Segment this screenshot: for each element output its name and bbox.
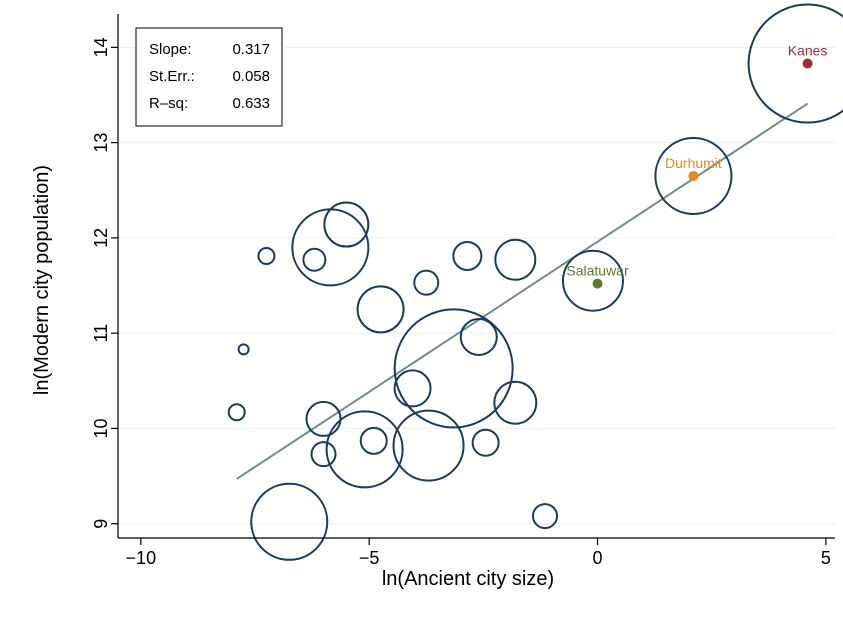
bubble bbox=[493, 380, 538, 425]
bubble bbox=[227, 403, 246, 422]
axes-group: −10 −5 0 5 9 10 11 12 13 14 bbox=[91, 14, 835, 568]
stats-label: Slope: bbox=[149, 41, 192, 58]
labeled-point-label: Salatuwar bbox=[566, 263, 629, 279]
bubble bbox=[237, 343, 250, 356]
y-tick-label: 10 bbox=[91, 418, 111, 438]
x-tick-label: −10 bbox=[126, 548, 157, 568]
stats-label: St.Err.: bbox=[149, 68, 195, 85]
bubble bbox=[323, 201, 370, 248]
bubble bbox=[310, 441, 337, 468]
bubble bbox=[654, 136, 733, 215]
labeled-point-label: Kanes bbox=[788, 43, 828, 59]
x-tick-label: 5 bbox=[821, 548, 831, 568]
y-tick-label: 14 bbox=[91, 37, 111, 57]
bubble bbox=[250, 482, 329, 561]
labeled-point-label: Durhumit bbox=[665, 155, 722, 171]
bubble bbox=[359, 426, 388, 455]
labeled-points-group: Kanes Durhumit Salatuwar bbox=[566, 43, 827, 289]
y-axis-label: ln(Modern city population) bbox=[31, 165, 53, 395]
bubbles-group bbox=[227, 3, 843, 561]
y-tick-label: 13 bbox=[91, 133, 111, 153]
bubble bbox=[393, 308, 514, 429]
stats-value: 0.317 bbox=[232, 41, 270, 58]
stats-label: R–sq: bbox=[149, 95, 188, 112]
y-tick-label: 12 bbox=[91, 228, 111, 248]
bubble bbox=[747, 3, 843, 124]
stats-box-frame bbox=[135, 27, 283, 127]
bubble bbox=[561, 249, 624, 312]
bubble bbox=[494, 238, 537, 281]
x-tick-label: 0 bbox=[593, 548, 603, 568]
fit-line bbox=[236, 102, 809, 480]
x-tick-label: −5 bbox=[359, 548, 380, 568]
bubble bbox=[356, 285, 405, 334]
bubble bbox=[413, 269, 440, 296]
stats-value: 0.633 bbox=[232, 95, 270, 112]
fit-line-group bbox=[236, 102, 809, 480]
labeled-point-marker bbox=[688, 170, 699, 181]
x-axis-label: ln(Ancient city size) bbox=[382, 568, 554, 590]
labeled-point-marker bbox=[802, 58, 813, 69]
bubble bbox=[392, 409, 465, 482]
bubble bbox=[257, 246, 276, 265]
bubble bbox=[532, 503, 559, 530]
bubble bbox=[459, 317, 498, 356]
y-tick-label: 11 bbox=[91, 324, 111, 343]
bubble bbox=[302, 247, 327, 272]
bubble bbox=[471, 428, 500, 457]
labeled-point-marker bbox=[592, 278, 603, 289]
bubble bbox=[452, 240, 483, 271]
stats-value: 0.058 bbox=[232, 68, 270, 85]
stats-box: Slope: 0.317 St.Err.: 0.058 R–sq: 0.633 bbox=[135, 27, 283, 127]
bubble bbox=[393, 369, 432, 408]
bubble bbox=[325, 410, 404, 489]
y-tick-label: 9 bbox=[91, 519, 111, 529]
